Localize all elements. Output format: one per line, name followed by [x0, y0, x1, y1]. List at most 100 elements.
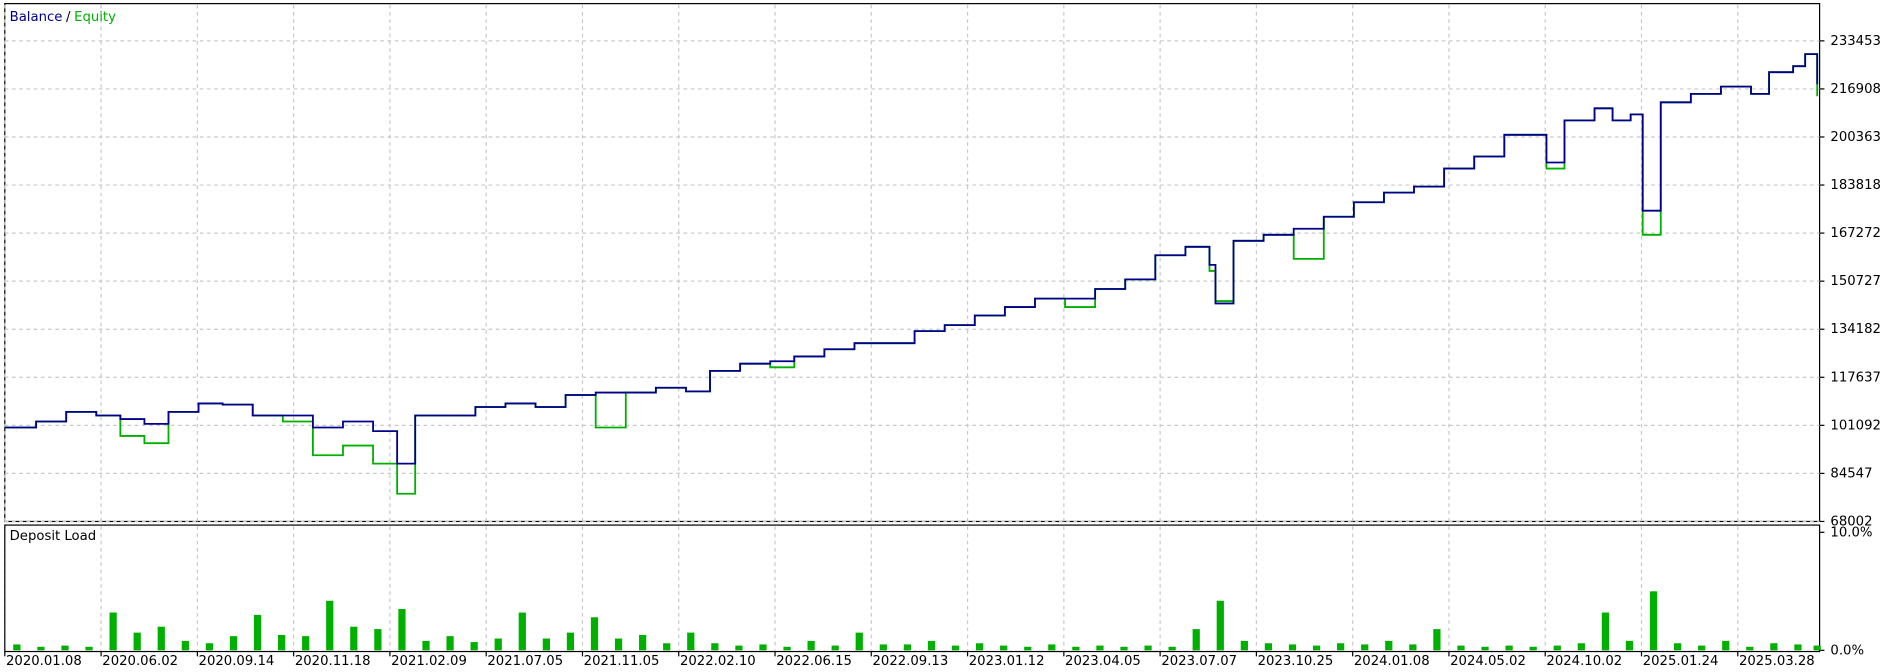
load-bar [1312, 645, 1321, 651]
load-bar [13, 644, 21, 651]
y-tick-label: 84547 [1830, 466, 1872, 481]
legend: Balance / Equity [10, 10, 116, 25]
load-bar [1505, 645, 1513, 651]
load-bar [1577, 643, 1585, 651]
x-tick-label: 2021.11.05 [584, 654, 660, 669]
load-bar [302, 636, 310, 651]
panel-frame [4, 524, 1821, 653]
load-bar [735, 645, 743, 651]
load-bar [1553, 645, 1561, 651]
load-bar [639, 634, 647, 651]
load-bar [1096, 645, 1104, 651]
plot-frame [4, 3, 1821, 523]
y-tick-label: 101092 [1830, 418, 1881, 433]
y-tick-label: 233453 [1830, 34, 1881, 49]
load-bar [205, 643, 214, 651]
legend-separator: / [66, 10, 71, 25]
legend-balance: Balance [10, 10, 63, 25]
y-tick-label: 10.0% [1830, 525, 1872, 540]
y-tick-label: 216908 [1830, 82, 1881, 97]
load-bar [951, 645, 960, 651]
load-bar [1385, 640, 1393, 651]
load-bar [518, 612, 526, 651]
x-tick-label: 2024.10.02 [1546, 654, 1622, 669]
load-bar [807, 640, 815, 651]
load-bar [253, 614, 262, 651]
load-bar [590, 617, 599, 651]
load-bar [614, 638, 623, 651]
load-bar [374, 629, 382, 651]
legend-equity: Equity [74, 10, 116, 25]
load-bar [133, 632, 141, 651]
x-tick-label: 2023.01.12 [969, 654, 1045, 669]
load-bar [1144, 645, 1152, 651]
load-bar [1746, 646, 1754, 651]
load-bar [687, 632, 695, 651]
x-tick-label: 2020.09.14 [199, 654, 275, 669]
load-bar [566, 632, 575, 651]
load-bar [85, 646, 93, 651]
load-bar [350, 626, 358, 651]
load-bar [1072, 646, 1080, 651]
load-bar [1722, 640, 1730, 651]
y-tick-label: 200363 [1830, 130, 1881, 145]
x-tick-label: 2020.06.02 [102, 654, 178, 669]
x-tick-label: 2025.01.24 [1643, 654, 1719, 669]
x-tick-label: 2024.05.02 [1450, 654, 1526, 669]
y-tick-label: 134182 [1830, 322, 1881, 337]
load-bar [1794, 644, 1802, 651]
series-line [4, 53, 1819, 465]
load-bar [1240, 640, 1248, 651]
x-tick-label: 2025.03.28 [1739, 654, 1815, 669]
load-bar [1264, 643, 1273, 651]
y-tick-label: 0.0% [1830, 643, 1864, 658]
x-tick-label: 2023.10.25 [1258, 654, 1334, 669]
load-bar [422, 640, 430, 651]
x-tick-label: 2023.07.07 [1161, 654, 1237, 669]
load-bar [542, 638, 550, 651]
load-bar [855, 632, 863, 651]
x-tick-label: 2020.01.08 [6, 654, 82, 669]
load-bar [1288, 644, 1297, 651]
load-bar [759, 644, 767, 651]
load-bar [1813, 645, 1821, 651]
load-bar [663, 643, 671, 651]
load-bar [109, 612, 117, 651]
x-tick-label: 2021.07.05 [487, 654, 563, 669]
x-tick-label: 2021.02.09 [391, 654, 467, 669]
load-bar [277, 634, 286, 651]
load-bar [831, 645, 839, 651]
y-tick-label: 167272 [1830, 226, 1881, 241]
load-bar [1361, 644, 1369, 651]
load-bar [1120, 646, 1128, 651]
load-bar [470, 642, 478, 651]
load-bar [1770, 643, 1778, 651]
y-tick-label: 68002 [1830, 514, 1872, 529]
load-bar [711, 643, 719, 651]
y-tick-label: 183818 [1830, 178, 1881, 193]
load-bar [229, 636, 238, 651]
load-bar [1481, 646, 1489, 651]
load-bar [927, 640, 936, 651]
load-bar [1698, 645, 1706, 651]
load-bar [975, 643, 984, 651]
load-bar [1649, 591, 1658, 651]
load-bar [326, 600, 334, 651]
load-bar [879, 644, 887, 651]
x-tick-label: 2022.02.10 [680, 654, 756, 669]
load-bar [37, 646, 45, 651]
x-tick-label: 2022.09.13 [872, 654, 948, 669]
load-bar [903, 644, 912, 651]
load-bar [1673, 643, 1682, 651]
x-tick-label: 2024.01.08 [1354, 654, 1430, 669]
load-bar [1409, 644, 1417, 651]
x-tick-label: 2022.06.15 [776, 654, 852, 669]
load-bar [1192, 629, 1200, 651]
load-bar [1457, 645, 1465, 651]
load-bar [1216, 600, 1224, 651]
load-bar [1433, 629, 1441, 651]
load-bar [181, 640, 189, 651]
load-bar [1529, 646, 1537, 651]
